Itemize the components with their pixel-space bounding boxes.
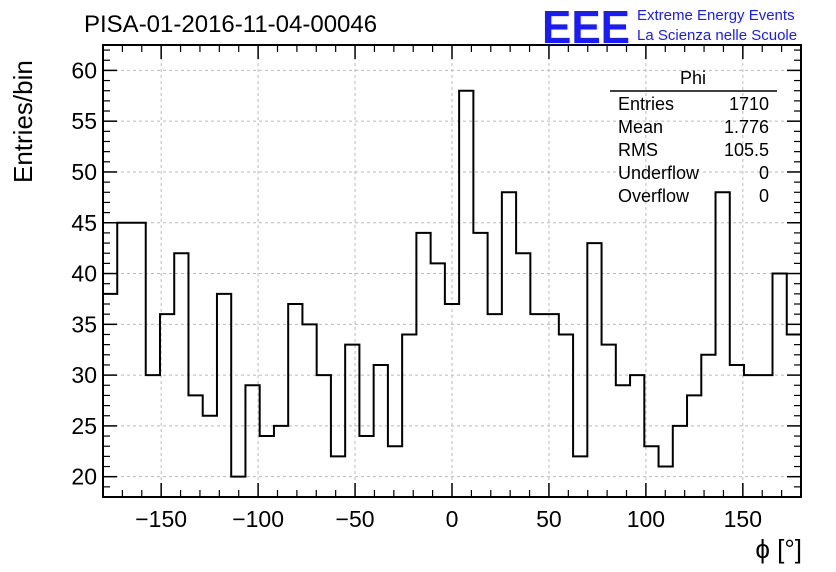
histogram-bin <box>117 223 131 497</box>
stats-label: Underflow <box>618 163 700 183</box>
histogram-bin <box>559 334 573 497</box>
stats-box: Phi Entries 1710 Mean 1.776 RMS 105.5 Underflo… <box>610 68 777 206</box>
histogram-bin <box>773 274 787 497</box>
histogram-bin <box>730 365 744 497</box>
histogram-bin <box>188 395 202 497</box>
y-tick-label: 25 <box>71 413 97 439</box>
histogram-bin <box>716 192 730 497</box>
x-tick-label: 50 <box>536 506 562 532</box>
histogram-bin <box>488 314 502 497</box>
histogram-bin <box>744 375 758 497</box>
stats-value: 105.5 <box>724 140 769 160</box>
histogram-bin <box>345 345 359 497</box>
histogram-bin <box>530 314 544 497</box>
stats-value: 0 <box>759 163 769 183</box>
histogram-bin <box>758 375 772 497</box>
x-axis-label: ϕ [°] <box>755 534 802 564</box>
histogram-bin <box>288 304 302 497</box>
histogram-outline <box>102 89 802 497</box>
histogram-bin <box>416 233 430 497</box>
stats-rows: Entries 1710 Mean 1.776 RMS 105.5 Underflow 0 Ov… <box>618 94 769 206</box>
y-tick-label: 55 <box>71 108 97 134</box>
histogram-bin <box>431 263 445 497</box>
histogram-bin <box>217 294 231 497</box>
stats-label: RMS <box>618 140 658 160</box>
x-tick-label: 100 <box>627 506 665 532</box>
histogram-bin <box>587 243 601 497</box>
x-tick-label: −150 <box>135 506 187 532</box>
histogram-bin <box>673 426 687 497</box>
y-tick-label: 20 <box>71 464 97 490</box>
x-tick-label: −50 <box>336 506 375 532</box>
histogram-bin <box>302 324 316 497</box>
histogram-bin <box>473 233 487 497</box>
stats-value: 1.776 <box>724 117 769 137</box>
stats-title: Phi <box>680 68 706 88</box>
histogram-bin <box>459 91 473 497</box>
y-tick-label: 45 <box>71 210 97 236</box>
histogram-bin <box>274 426 288 497</box>
stats-label: Entries <box>618 94 674 114</box>
histogram-bin <box>388 446 402 497</box>
y-tick-label: 50 <box>71 159 97 185</box>
histogram-bin <box>502 192 516 497</box>
histogram-bin <box>260 436 274 497</box>
histogram-bin <box>701 355 715 497</box>
y-tick-label: 35 <box>71 311 97 337</box>
histogram <box>102 89 802 497</box>
stats-value: 1710 <box>729 94 769 114</box>
histogram-bin <box>317 375 331 497</box>
histogram-bin <box>545 314 559 497</box>
axis-ticks: −150 −100 −50 0 50 100 150 20 25 30 35 40 45 50 55 60 <box>71 45 801 532</box>
stats-label: Overflow <box>618 186 690 206</box>
y-tick-label: 40 <box>71 261 97 287</box>
y-axis-label: Entries/bin <box>8 60 38 183</box>
histogram-bin <box>573 456 587 497</box>
chart-title: PISA-01-2016-11-04-00046 <box>84 11 377 38</box>
stats-label: Mean <box>618 117 663 137</box>
histogram-bin <box>174 253 188 497</box>
histogram-bin <box>630 375 644 497</box>
histogram-bin <box>516 253 530 497</box>
histogram-bin <box>687 395 701 497</box>
x-tick-label: 150 <box>724 506 762 532</box>
logo-line-1: Extreme Energy Events <box>637 7 795 24</box>
histogram-bin <box>374 365 388 497</box>
histogram-bin <box>445 304 459 497</box>
y-tick-label: 30 <box>71 362 97 388</box>
histogram-bin <box>160 314 174 497</box>
histogram-bin <box>203 416 217 497</box>
histogram-bin <box>602 345 616 497</box>
x-tick-label: 0 <box>446 506 459 532</box>
histogram-bin <box>359 436 373 497</box>
x-tick-label: −100 <box>232 506 284 532</box>
histogram-bin <box>146 375 160 497</box>
logo-line-2: La Scienza nelle Scuole <box>637 27 797 44</box>
histogram-bin <box>616 385 630 497</box>
histogram-bin <box>245 385 259 497</box>
grid <box>103 45 801 497</box>
histogram-bin <box>402 334 416 497</box>
stats-value: 0 <box>759 186 769 206</box>
y-tick-label: 60 <box>71 57 97 83</box>
histogram-bin <box>131 223 145 497</box>
eee-logo: EEE <box>542 1 630 53</box>
histogram-bin <box>331 456 345 497</box>
